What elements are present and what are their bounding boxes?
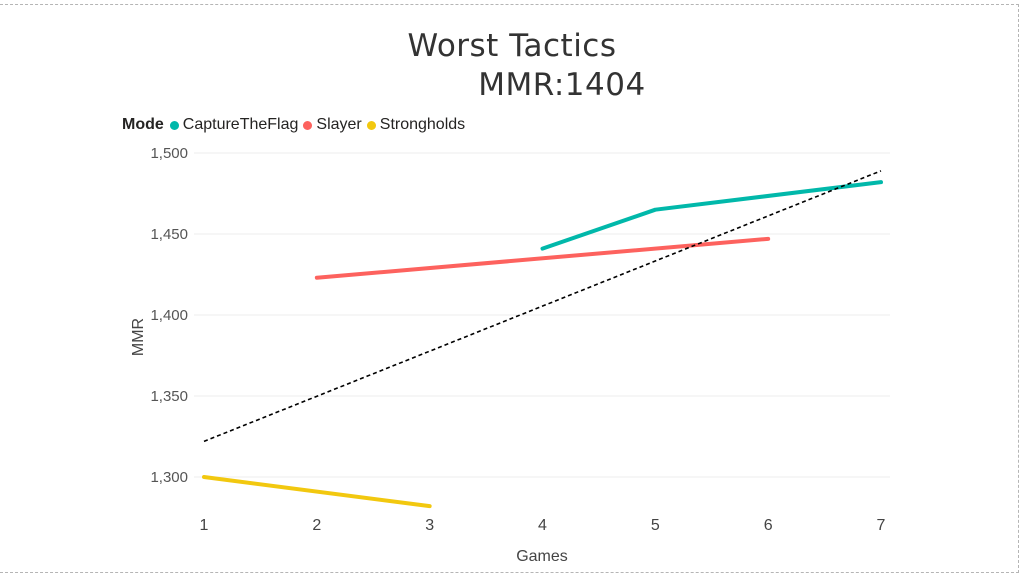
y-tick-label: 1,350	[150, 388, 188, 405]
gridlines	[194, 152, 890, 478]
y-tick-label: 1,300	[150, 469, 188, 486]
x-tick-label: 5	[651, 517, 660, 534]
legend-item-slayer[interactable]: Slayer	[303, 116, 362, 134]
trend-line[interactable]	[203, 170, 882, 443]
x-tick-label: 2	[312, 517, 321, 534]
y-tick-label: 1,400	[150, 307, 188, 324]
legend-dot-icon	[366, 120, 376, 130]
series-line-strongholds[interactable]	[202, 475, 432, 509]
x-tick-label: 7	[877, 517, 886, 534]
chart-subtitle-mmr: MMR:1404	[478, 67, 646, 103]
series-line-slayer[interactable]	[314, 236, 771, 280]
x-tick-label: 1	[200, 517, 209, 534]
legend-title: Mode	[122, 116, 164, 133]
y-axis: 1,300 1,350 1,400 1,450 1,500	[150, 145, 188, 486]
series-lines[interactable]	[202, 170, 883, 509]
x-tick-label: 6	[764, 517, 773, 534]
y-axis-title: MMR	[130, 318, 147, 356]
y-tick-label: 1,500	[150, 145, 188, 162]
series-line-capturetheflag[interactable]	[540, 180, 883, 251]
x-axis: 1 2 3 4 5 6 7	[200, 517, 886, 534]
x-tick-label: 4	[538, 517, 547, 534]
y-tick-label: 1,450	[150, 226, 188, 243]
legend-item-strongholds[interactable]: Strongholds	[366, 116, 466, 134]
visual-frame	[0, 4, 1019, 573]
chart-title: Worst Tactics	[407, 28, 617, 64]
legend-item-capturetheflag[interactable]: CaptureTheFlag	[169, 116, 299, 134]
legend-label: Strongholds	[379, 116, 466, 133]
legend-dot-icon	[169, 120, 179, 130]
legend-dot-icon	[303, 120, 313, 130]
legend: Mode CaptureTheFlag Slayer Strongholds	[122, 116, 470, 134]
x-axis-title: Games	[516, 548, 568, 565]
legend-label: Slayer	[316, 116, 362, 133]
legend-label: CaptureTheFlag	[182, 116, 299, 133]
x-tick-label: 3	[425, 517, 434, 534]
